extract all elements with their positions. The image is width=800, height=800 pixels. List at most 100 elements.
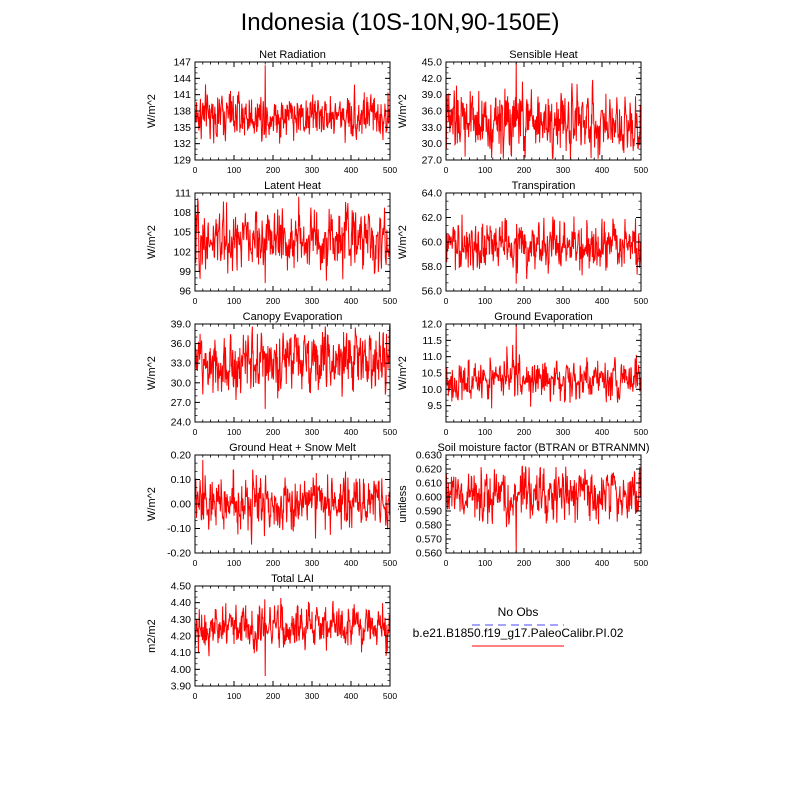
y-tick-label: 0.590	[416, 506, 442, 518]
y-tick-label: 11.0	[422, 351, 442, 363]
series-line	[194, 65, 391, 144]
panel-title: Ground Heat + Snow Melt	[229, 442, 356, 454]
x-tick-label: 500	[634, 558, 648, 568]
x-tick-label: 0	[193, 427, 198, 437]
y-tick-label: 58.0	[422, 261, 443, 273]
y-axis-label: W/m^2	[146, 94, 158, 128]
y-tick-label: 0.620	[416, 464, 442, 476]
series-line	[445, 214, 642, 284]
x-tick-label: 200	[517, 427, 531, 437]
series-line	[194, 597, 391, 677]
y-tick-label: 96	[179, 286, 191, 298]
x-tick-label: 300	[305, 691, 319, 701]
x-tick-label: 100	[227, 558, 241, 568]
x-tick-label: 200	[266, 691, 280, 701]
x-tick-label: 0	[193, 296, 198, 306]
y-tick-label: -0.10	[167, 523, 191, 535]
panel-title: Soil moisture factor (BTRAN or BTRANMN)	[437, 442, 649, 454]
plot-frame	[194, 192, 391, 292]
series-line	[194, 196, 391, 284]
y-tick-label: 102	[173, 246, 191, 258]
plot-frame	[194, 323, 391, 423]
x-tick-label: 100	[478, 165, 492, 175]
x-tick-label: 300	[556, 427, 570, 437]
y-tick-label: 0.630	[416, 450, 442, 462]
y-axis-label: W/m^2	[397, 94, 409, 128]
x-tick-label: 0	[444, 165, 449, 175]
panel-title: Sensible Heat	[509, 49, 578, 61]
panel-0: Net Radiation 0 100 200 300 400 500 129 132 135 13…	[146, 49, 397, 175]
x-tick-label: 100	[227, 691, 241, 701]
x-tick-label: 300	[305, 296, 319, 306]
x-tick-label: 200	[266, 427, 280, 437]
y-tick-label: 0.10	[171, 474, 192, 486]
x-tick-label: 400	[344, 165, 358, 175]
panel-title: Latent Heat	[264, 180, 321, 192]
panel-5: Ground Evaporation 0 100 200 300 400 500 9.5 10.…	[397, 311, 648, 437]
y-axis-label: W/m^2	[146, 356, 158, 390]
panel-8: Total LAI 0 100 200 300 400 500 3.90 4.00 4.10 4.2…	[146, 573, 397, 701]
page-title: Indonesia (10S-10N,90-150E)	[240, 9, 560, 36]
x-tick-label: 200	[266, 165, 280, 175]
y-axis-label: m2/m2	[146, 619, 158, 653]
y-tick-label: 4.20	[171, 631, 192, 643]
panel-title: Canopy Evaporation	[243, 311, 343, 323]
y-tick-label: 45.0	[422, 57, 443, 69]
y-tick-label: 11.5	[422, 335, 442, 347]
y-tick-label: 64.0	[422, 188, 443, 200]
x-tick-label: 300	[556, 165, 570, 175]
y-tick-label: 10.5	[422, 368, 443, 380]
y-tick-label: 39.0	[171, 319, 192, 331]
panel-1: Sensible Heat 0 100 200 300 400 500 27.0 30.0 33.…	[397, 49, 648, 175]
x-tick-label: 200	[517, 558, 531, 568]
y-tick-label: 129	[173, 155, 191, 167]
panel-3: Transpiration 0 100 200 300 400 500 56.0 58.0 60.…	[397, 180, 648, 306]
y-tick-label: 0.610	[416, 478, 442, 490]
y-tick-label: 42.0	[422, 73, 443, 85]
y-tick-label: 10.0	[422, 384, 443, 396]
plot-frame	[445, 454, 642, 554]
x-tick-label: 400	[344, 296, 358, 306]
x-tick-label: 100	[227, 165, 241, 175]
x-tick-label: 200	[517, 296, 531, 306]
x-tick-label: 0	[193, 691, 198, 701]
y-tick-label: 144	[173, 73, 191, 85]
x-tick-label: 400	[595, 296, 609, 306]
y-tick-label: 4.10	[171, 647, 192, 659]
y-tick-label: 4.00	[171, 664, 192, 676]
x-tick-label: 400	[344, 691, 358, 701]
y-axis-label: W/m^2	[146, 487, 158, 521]
x-tick-label: 400	[595, 427, 609, 437]
x-tick-label: 500	[383, 427, 397, 437]
panel-4: Canopy Evaporation 0 100 200 300 400 500 24.0 27…	[146, 311, 397, 437]
y-tick-label: 0.570	[416, 534, 442, 546]
y-tick-label: 0.580	[416, 520, 442, 532]
y-tick-label: 9.5	[427, 400, 442, 412]
x-tick-label: 300	[305, 427, 319, 437]
x-tick-label: 200	[266, 296, 280, 306]
x-tick-label: 0	[444, 427, 449, 437]
panel-2: Latent Heat 0 100 200 300 400 500 96 99 102 105 108…	[146, 180, 397, 306]
y-tick-label: 4.50	[171, 581, 192, 593]
x-tick-label: 400	[344, 558, 358, 568]
y-tick-label: 138	[173, 106, 191, 118]
x-tick-label: 500	[634, 165, 648, 175]
y-tick-label: 60.0	[422, 237, 443, 249]
x-tick-label: 500	[383, 691, 397, 701]
y-tick-label: 36.0	[171, 338, 192, 350]
y-tick-label: 62.0	[422, 212, 443, 224]
x-tick-label: 300	[556, 296, 570, 306]
y-tick-label: 147	[173, 57, 191, 69]
legend: No Obs b.e21.B1850.f19_g17.PaleoCalibr.PI…	[413, 605, 624, 647]
y-tick-label: 33.0	[422, 122, 443, 134]
legend-label: No Obs	[498, 605, 539, 619]
panel-6: Ground Heat + Snow Melt 0 100 200 300 400 500 -…	[146, 442, 397, 568]
x-tick-label: 0	[193, 165, 198, 175]
x-tick-label: 500	[634, 427, 648, 437]
x-tick-label: 500	[634, 296, 648, 306]
y-tick-label: 141	[173, 89, 191, 101]
y-axis-label: unitless	[397, 485, 409, 523]
y-tick-label: 0.560	[416, 548, 442, 560]
panel-title: Net Radiation	[259, 49, 326, 61]
y-tick-label: 33.0	[171, 358, 192, 370]
